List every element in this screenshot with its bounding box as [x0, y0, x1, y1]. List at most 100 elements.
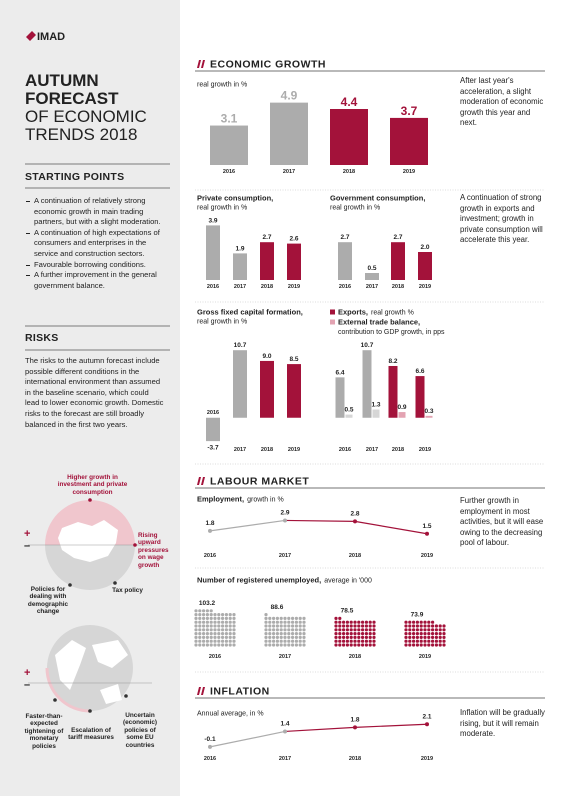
list-item: A further improvement in the general gov… — [25, 270, 165, 291]
bar — [345, 414, 353, 418]
title-line: FORECAST — [25, 89, 119, 108]
data-label: 3.9 — [208, 217, 217, 224]
dot — [434, 624, 438, 628]
dot — [209, 616, 213, 621]
dot — [198, 609, 202, 613]
dot — [338, 639, 342, 643]
dot — [205, 613, 209, 617]
dot — [221, 632, 225, 636]
dot — [209, 620, 213, 624]
chart-title-text: Gross fixed capital formation, — [197, 308, 303, 317]
dot — [431, 635, 435, 640]
bar — [388, 365, 398, 418]
dot — [264, 635, 268, 640]
dot — [279, 628, 283, 632]
dot — [372, 635, 376, 640]
dot — [272, 632, 276, 636]
chart-subtitle: real growth in % — [197, 82, 247, 89]
dot — [232, 639, 236, 643]
dot — [272, 639, 276, 643]
data-label: 6.4 — [335, 369, 344, 376]
dot — [349, 643, 353, 647]
dot — [342, 620, 346, 624]
chart-title: Employment, growth in % — [197, 495, 284, 504]
dot — [423, 639, 427, 643]
dot — [264, 639, 268, 643]
dot — [264, 628, 268, 632]
dot — [228, 632, 232, 636]
dot — [423, 620, 427, 624]
dot-matrix — [334, 616, 376, 647]
dot — [364, 639, 368, 643]
dot — [283, 620, 287, 624]
dot — [228, 628, 232, 632]
dot — [198, 620, 202, 624]
legend-unit: real growth % — [371, 310, 414, 317]
dot — [202, 632, 206, 636]
dot — [194, 628, 198, 632]
dot — [431, 620, 435, 624]
dot — [217, 635, 221, 640]
dot — [434, 639, 438, 643]
dot — [338, 624, 342, 628]
dot — [368, 632, 372, 636]
dot — [427, 624, 431, 628]
dot — [294, 639, 298, 643]
dot — [404, 635, 408, 640]
dot — [294, 624, 298, 628]
dot — [291, 632, 295, 636]
chart-title: Government consumption, — [330, 194, 425, 203]
dot — [442, 624, 446, 628]
dot — [224, 632, 228, 636]
dot — [442, 643, 446, 647]
bar — [398, 412, 406, 418]
dot — [338, 620, 342, 624]
dot — [224, 613, 228, 617]
dot — [364, 620, 368, 624]
data-label: 2.7 — [262, 234, 271, 241]
title-line: AUTUMN — [25, 71, 99, 90]
dot — [264, 616, 268, 621]
dot — [298, 635, 302, 640]
dot — [342, 643, 346, 647]
bar — [260, 242, 274, 280]
data-label: 88.6 — [271, 604, 284, 611]
dot — [221, 616, 225, 621]
data-label: 2.1 — [422, 713, 431, 720]
point — [208, 744, 212, 749]
bar — [391, 242, 405, 280]
dot — [419, 624, 423, 628]
bar — [233, 350, 247, 418]
dot — [294, 620, 298, 624]
title-line: TRENDS 2018 — [25, 125, 138, 144]
dot — [294, 635, 298, 640]
marker — [88, 709, 92, 713]
bar — [287, 364, 301, 418]
dot — [279, 624, 283, 628]
dot — [221, 620, 225, 624]
dot — [442, 639, 446, 643]
data-label: 0.5 — [344, 407, 353, 414]
x-tick-label: 2018 — [392, 284, 404, 290]
dot — [412, 643, 416, 647]
paragraph: The risks to the autumn forecast include… — [25, 356, 164, 429]
dot — [291, 643, 295, 647]
dot — [412, 624, 416, 628]
line-segment — [284, 726, 356, 733]
dot — [228, 639, 232, 643]
marker — [68, 583, 72, 587]
dot — [298, 620, 302, 624]
data-label: 1.4 — [280, 720, 289, 727]
dot — [353, 643, 357, 647]
diagram-label: Faster-than-expected tightening of monet… — [24, 713, 64, 750]
x-tick-label: 2018 — [261, 447, 273, 453]
data-label: -3.7 — [207, 445, 219, 452]
dot — [272, 635, 276, 640]
dot — [408, 624, 412, 628]
dot — [298, 616, 302, 621]
bar — [206, 417, 220, 442]
dot — [404, 632, 408, 636]
dot — [345, 639, 349, 643]
dot — [342, 632, 346, 636]
dot — [298, 643, 302, 647]
